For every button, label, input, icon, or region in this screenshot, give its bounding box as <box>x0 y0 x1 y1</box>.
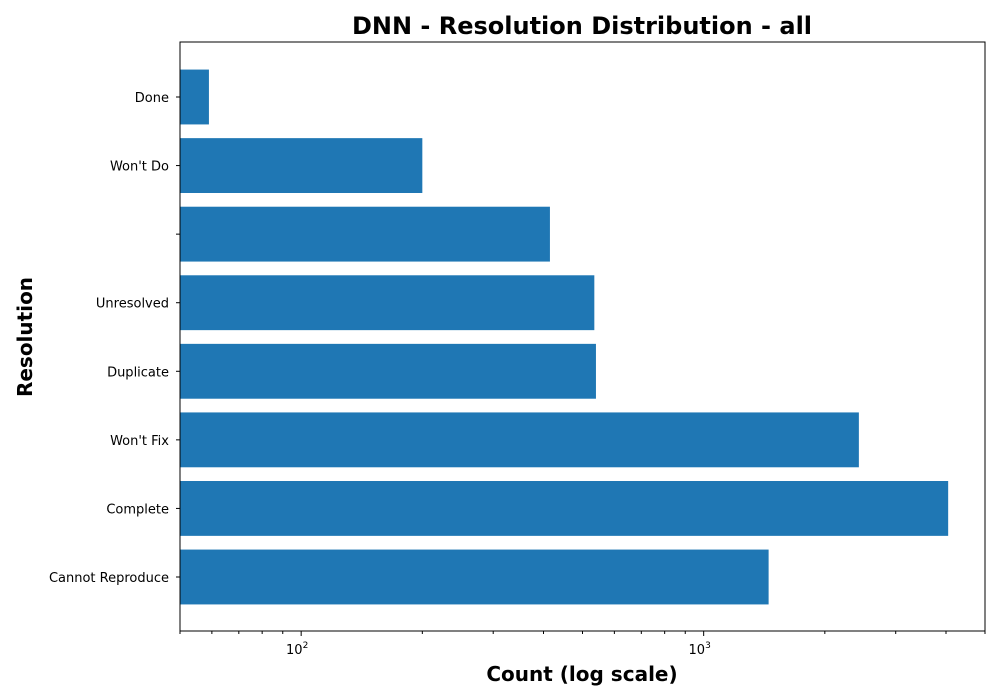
x-axis-label: Count (log scale) <box>486 662 677 686</box>
plot-frame <box>179 41 986 632</box>
x-tick-label: 102 <box>286 641 308 658</box>
y-tick-label: Cannot Reproduce <box>49 571 169 586</box>
y-axis-label: Resolution <box>13 277 37 397</box>
y-tick-label: Duplicate <box>107 365 169 380</box>
x-tick-label: 103 <box>689 641 711 658</box>
bar-cannot-reproduce <box>180 549 769 605</box>
y-tick-label: Won't Fix <box>110 434 169 449</box>
bar-done <box>180 69 209 125</box>
y-tick-label: Unresolved <box>96 297 169 312</box>
bar-won-t-fix <box>180 412 859 468</box>
bar-duplicate <box>180 343 596 399</box>
chart-title: DNN - Resolution Distribution - all <box>352 12 812 40</box>
bar-unresolved <box>180 275 595 331</box>
bar-won-t-do <box>180 138 423 193</box>
y-ticks-group: Done Won't Do Unresolved Duplicate Won't Fix… <box>49 91 180 586</box>
y-tick-label: Done <box>135 91 169 106</box>
bar-complete <box>180 481 949 536</box>
bar-blank <box>180 206 550 262</box>
bars-group <box>180 69 949 605</box>
y-tick-label: Complete <box>106 502 169 517</box>
y-tick-label: Won't Do <box>110 160 169 175</box>
x-ticks-group: 102 103 <box>179 631 986 658</box>
